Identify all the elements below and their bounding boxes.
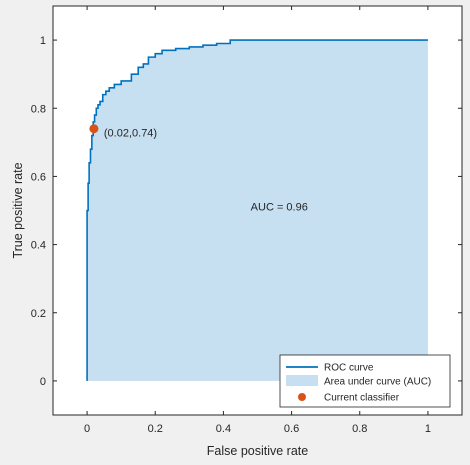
- x-tick-label: 0: [84, 423, 90, 435]
- legend-classifier-swatch: [298, 393, 306, 401]
- x-tick-label: 1: [425, 423, 431, 435]
- y-tick-label: 0.8: [31, 103, 46, 115]
- axes-box: [52, 5, 463, 416]
- x-tick-label: 0.4: [216, 423, 231, 435]
- y-axis-label: True positive rate: [11, 162, 25, 258]
- plot-area: (0.02,0.74) AUC = 0.96 0 0.2 0.4 0.6 0.8 1 00…: [31, 5, 463, 435]
- x-tick-label: 0.8: [352, 423, 367, 435]
- auc-annotation: AUC = 0.96: [251, 202, 308, 214]
- current-classifier-point: [89, 124, 99, 134]
- legend-roc-label: ROC curve: [324, 363, 374, 374]
- legend-auc-swatch: [286, 375, 318, 386]
- y-axis-ticks: 0 0.2 0.4 0.6 0.8 1: [31, 35, 462, 388]
- x-axis-label: False positive rate: [207, 444, 308, 458]
- roc-curve-line: [86, 39, 428, 381]
- legend-auc-label: Area under curve (AUC): [324, 377, 431, 388]
- legend-classifier-label: Current classifier: [324, 393, 400, 404]
- y-tick-label: 0: [40, 376, 46, 388]
- y-tick-label: 0.2: [31, 308, 46, 320]
- y-tick-label: 1: [40, 35, 46, 47]
- y-tick-label: 0.4: [31, 240, 46, 252]
- x-tick-label: 0.2: [148, 423, 163, 435]
- legend: ROC curve Area under curve (AUC) Current…: [279, 354, 451, 408]
- auc-area: [87, 40, 428, 381]
- x-tick-label: 0.6: [284, 423, 299, 435]
- current-point-label: (0.02,0.74): [104, 128, 157, 140]
- x-axis-ticks: 0 0.2 0.4 0.6 0.8 1: [84, 6, 431, 435]
- y-tick-label: 0.6: [31, 171, 46, 183]
